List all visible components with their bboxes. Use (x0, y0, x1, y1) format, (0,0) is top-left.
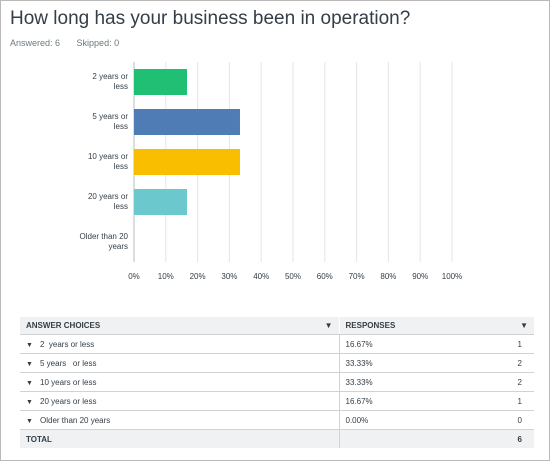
total-count: 6 (419, 429, 534, 448)
response-percent: 0.00% (338, 410, 419, 430)
x-tick-label: 70% (349, 272, 365, 281)
x-tick-label: 100% (442, 272, 462, 281)
expand-triangle-icon[interactable]: ▼ (26, 398, 33, 406)
bar-chart: 0% 10% 20% 30% 40% 50% 60% 70% 80% 90% 100% 2 years… (80, 62, 462, 281)
answered-count: Answered: 6 (10, 38, 61, 48)
expand-triangle-icon[interactable]: ▼ (26, 341, 33, 349)
response-percent: 16.67% (338, 334, 419, 354)
category-label: Older than 20 years (80, 232, 129, 251)
question-title: How long has your business been in opera… (10, 8, 411, 29)
x-tick-label: 80% (380, 272, 396, 281)
table-row: ▼ 5 years or less 33.33% 2 (20, 353, 534, 373)
x-tick-label: 50% (285, 272, 301, 281)
bar (134, 109, 240, 135)
category-label: 10 years or less (88, 152, 128, 171)
category-label-line: Older than 20 (80, 232, 129, 241)
expand-triangle-icon[interactable]: ▼ (26, 360, 33, 368)
response-summary: Answered: 6 Skipped: 0 (10, 38, 119, 48)
category-label-line: 20 years or (88, 192, 128, 201)
category-label-line: 5 years or (92, 112, 128, 121)
bar (134, 69, 188, 95)
answer-choice-cell: ▼ 2 years or less (20, 334, 339, 354)
table-header-row: ANSWER CHOICES ▼ RESPONSES ▼ (20, 317, 534, 335)
total-spacer (338, 429, 419, 448)
x-tick-label: 0% (128, 272, 140, 281)
response-count: 1 (419, 391, 534, 411)
answer-choice-cell: ▼ 5 years or less (20, 353, 339, 373)
answer-choice-label: 2 years or less (40, 339, 95, 349)
category-label: 20 years or less (88, 192, 128, 211)
category-label-line: less (114, 202, 128, 211)
category-label-line: 10 years or (88, 152, 128, 161)
category-label-line: years (108, 242, 128, 251)
answer-choice-label: Older than 20 years (40, 415, 111, 425)
expand-triangle-icon[interactable]: ▼ (26, 379, 33, 387)
category-label: 5 years or less (92, 112, 128, 131)
answer-choice-label: 5 years or less (40, 358, 97, 368)
bar (134, 189, 188, 215)
answer-choice-label: 20 years or less (40, 396, 97, 406)
x-tick-label: 40% (253, 272, 269, 281)
responses-table: ANSWER CHOICES ▼ RESPONSES ▼ ▼ 2 years or… (20, 317, 534, 448)
response-percent: 33.33% (338, 353, 419, 373)
sort-caret-icon[interactable]: ▼ (520, 321, 528, 330)
response-count: 2 (419, 372, 534, 392)
response-count: 2 (419, 353, 534, 373)
table-row: ▼ 20 years or less 16.67% 1 (20, 391, 534, 411)
response-percent: 16.67% (338, 391, 419, 411)
total-label: TOTAL (20, 429, 339, 448)
x-tick-label: 30% (221, 272, 237, 281)
table-row: ▼ 2 years or less 16.67% 1 (20, 334, 534, 354)
table-row: ▼ Older than 20 years 0.00% 0 (20, 410, 534, 430)
answer-choice-cell: ▼ 10 years or less (20, 372, 339, 392)
total-row: TOTAL 6 (20, 429, 534, 448)
responses-header[interactable]: RESPONSES ▼ (338, 317, 534, 335)
x-tick-label: 10% (158, 272, 174, 281)
expand-triangle-icon[interactable]: ▼ (26, 417, 33, 425)
response-percent: 33.33% (338, 372, 419, 392)
x-tick-label: 60% (317, 272, 333, 281)
bar (134, 149, 240, 175)
answer-choice-label: 10 years or less (40, 377, 97, 387)
category-label-line: less (114, 122, 128, 131)
response-count: 0 (419, 410, 534, 430)
sort-caret-icon[interactable]: ▼ (324, 321, 333, 330)
category-label: 2 years or less (92, 72, 128, 91)
category-label-line: less (114, 162, 128, 171)
category-label-line: 2 years or (92, 72, 128, 81)
x-tick-label: 90% (412, 272, 428, 281)
answer-choice-cell: ▼ Older than 20 years (20, 410, 339, 430)
x-tick-label: 20% (190, 272, 206, 281)
response-count: 1 (419, 334, 534, 354)
answer-choices-header[interactable]: ANSWER CHOICES ▼ (20, 317, 339, 335)
category-label-line: less (114, 82, 128, 91)
table-row: ▼ 10 years or less 33.33% 2 (20, 372, 534, 392)
answer-choice-cell: ▼ 20 years or less (20, 391, 339, 411)
skipped-count: Skipped: 0 (76, 38, 120, 48)
